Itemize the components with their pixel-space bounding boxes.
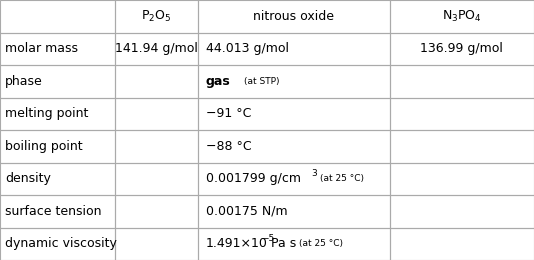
Text: 136.99 g/mol: 136.99 g/mol	[420, 42, 504, 55]
Bar	[0, 98, 115, 130]
Bar	[198, 98, 390, 130]
Bar	[198, 228, 390, 260]
Text: P$_2$O$_5$: P$_2$O$_5$	[141, 9, 171, 24]
Bar	[390, 98, 534, 130]
Text: boiling point: boiling point	[5, 140, 83, 153]
Bar	[0, 130, 115, 162]
Bar	[115, 98, 198, 130]
Text: 1.491×10: 1.491×10	[206, 237, 268, 250]
Bar	[0, 65, 115, 98]
Text: (at 25 °C): (at 25 °C)	[299, 239, 343, 248]
Bar	[115, 130, 198, 162]
Bar	[0, 32, 115, 65]
Text: N$_3$PO$_4$: N$_3$PO$_4$	[442, 9, 482, 24]
Text: phase: phase	[5, 75, 43, 88]
Bar	[390, 130, 534, 162]
Bar	[115, 195, 198, 228]
Bar	[115, 162, 198, 195]
Bar	[198, 65, 390, 98]
Text: 3: 3	[311, 168, 317, 178]
Text: gas: gas	[206, 75, 230, 88]
Bar	[390, 162, 534, 195]
Bar	[198, 32, 390, 65]
Text: 44.013 g/mol: 44.013 g/mol	[206, 42, 288, 55]
Text: melting point: melting point	[5, 107, 89, 120]
Text: 0.001799 g/cm: 0.001799 g/cm	[206, 172, 301, 185]
Bar	[198, 130, 390, 162]
Text: Pa s: Pa s	[271, 237, 296, 250]
Bar	[390, 65, 534, 98]
Bar	[390, 0, 534, 32]
Bar	[0, 228, 115, 260]
Text: 141.94 g/mol: 141.94 g/mol	[115, 42, 198, 55]
Bar	[0, 0, 115, 32]
Bar	[198, 0, 390, 32]
Bar	[390, 228, 534, 260]
Text: surface tension: surface tension	[5, 205, 102, 218]
Text: nitrous oxide: nitrous oxide	[253, 10, 334, 23]
Bar	[115, 32, 198, 65]
Text: dynamic viscosity: dynamic viscosity	[5, 237, 117, 250]
Bar	[390, 195, 534, 228]
Bar	[0, 195, 115, 228]
Bar	[390, 32, 534, 65]
Bar	[115, 0, 198, 32]
Text: −88 °C: −88 °C	[206, 140, 251, 153]
Text: (at 25 °C): (at 25 °C)	[320, 174, 364, 183]
Bar	[115, 65, 198, 98]
Bar	[115, 228, 198, 260]
Text: molar mass: molar mass	[5, 42, 78, 55]
Bar	[198, 162, 390, 195]
Text: −91 °C: −91 °C	[206, 107, 251, 120]
Text: density: density	[5, 172, 51, 185]
Text: 0.00175 N/m: 0.00175 N/m	[206, 205, 287, 218]
Bar	[198, 195, 390, 228]
Bar	[0, 162, 115, 195]
Text: (at STP): (at STP)	[244, 77, 279, 86]
Text: −5: −5	[261, 233, 274, 243]
